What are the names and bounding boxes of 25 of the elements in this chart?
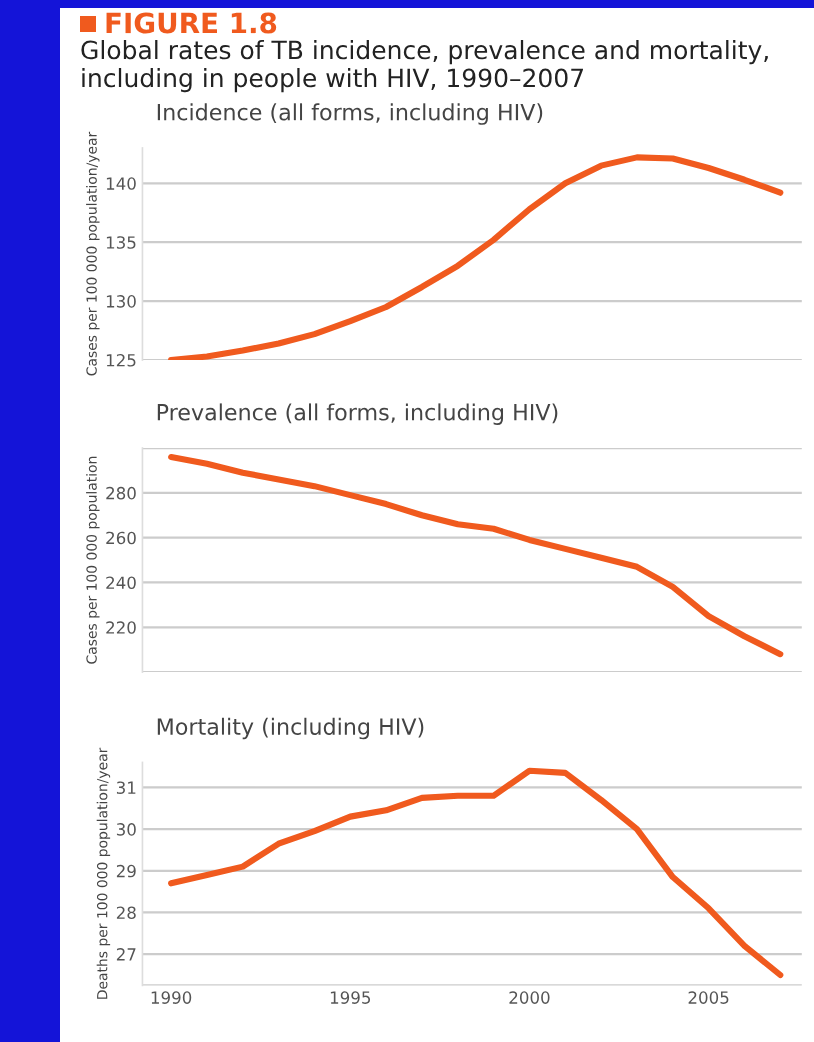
y-tick-label: 130 xyxy=(106,295,136,308)
line-series xyxy=(168,453,784,658)
y-tick-label: 240 xyxy=(106,576,136,590)
y-tick-label: 29 xyxy=(116,864,136,878)
y-tick-label: 125 xyxy=(106,353,136,367)
line-series xyxy=(168,767,784,979)
y-tick-label: 31 xyxy=(116,781,136,795)
y-tick-label: 28 xyxy=(116,906,136,920)
caption: FIGURE 1.8 xyxy=(106,12,277,34)
y-tick-label: 30 xyxy=(116,823,136,836)
x-tick-label: 1995 xyxy=(330,991,371,1004)
chart-title: Prevalence (all forms, including HIV) xyxy=(157,403,558,425)
y-tick-label: 260 xyxy=(106,531,136,545)
y-tick-label: 135 xyxy=(106,236,136,249)
y-tick-label: 280 xyxy=(106,486,136,500)
y-tick-label: 27 xyxy=(116,948,136,961)
chart-title: Incidence (all forms, including HIV) xyxy=(157,103,543,125)
x-tick-label: 1990 xyxy=(151,991,192,1004)
chart-title: Mortality (including HIV) xyxy=(157,717,424,740)
x-tick-label: 2000 xyxy=(509,991,550,1004)
y-tick-label: 140 xyxy=(106,177,136,190)
text: Global rates of TB incidence, prevalence and mortality, including in people with HIV, 1990–2007 xyxy=(81,40,768,93)
x-tick-label: 2005 xyxy=(688,991,729,1004)
line-series xyxy=(168,154,784,361)
y-tick-label: 220 xyxy=(106,621,136,634)
